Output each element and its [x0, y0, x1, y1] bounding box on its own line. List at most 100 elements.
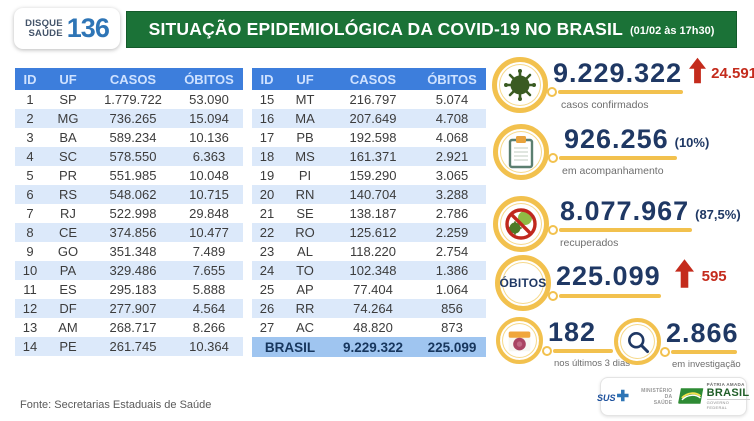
magnifier-icon	[614, 318, 661, 365]
row-uf: CE	[58, 225, 78, 240]
row-casos: 295.183	[109, 282, 157, 297]
monitoring-percent: (10%)	[674, 135, 710, 150]
row-obitos: 2.786	[435, 206, 469, 221]
row-casos: 277.907	[109, 301, 157, 316]
row-obitos: 8.266	[192, 320, 226, 335]
row-id: 6	[26, 187, 34, 202]
row-uf: MS	[295, 149, 315, 164]
increase-arrow-icon	[689, 57, 707, 89]
gold-underline	[547, 87, 754, 97]
row-id: 5	[26, 168, 34, 183]
clipboard-icon	[493, 124, 549, 180]
col-obitos: ÓBITOS	[184, 71, 234, 87]
row-id: 7	[26, 206, 34, 221]
row-uf: RJ	[60, 206, 76, 221]
row-casos: 351.348	[109, 244, 157, 259]
gold-underline	[548, 291, 727, 301]
row-id: 22	[259, 225, 275, 240]
row-id: 1	[26, 92, 34, 107]
sus-logo: SUS ✚	[597, 387, 630, 405]
ministry-line2: SAÚDE	[653, 399, 673, 406]
table-row: 15 MT 216.797 5.074	[252, 90, 486, 109]
row-obitos: 15.094	[189, 111, 229, 126]
logo-number: 136	[66, 13, 110, 43]
row-uf: SE	[296, 206, 314, 221]
brasil-total-row: BRASIL 9.229.322 225.099	[252, 337, 486, 357]
table-row: 1 SP 1.779.722 53.090	[15, 90, 243, 109]
row-casos: 161.371	[349, 149, 397, 164]
row-id: 26	[259, 301, 275, 316]
disque-saude-logo: DISQUE SAÚDE 136	[14, 8, 120, 49]
calendar-icon	[496, 317, 543, 364]
row-casos: 522.998	[109, 206, 157, 221]
col-uf: UF	[59, 71, 77, 87]
row-obitos: 4.564	[192, 301, 226, 316]
row-casos: 329.486	[109, 263, 157, 278]
col-id: ID	[260, 71, 274, 87]
stat-deaths-last-3-days: 182 nos últimos 3 dias	[496, 317, 630, 369]
table-row: 8 CE 374.856 10.477	[15, 223, 243, 242]
increase-arrow-icon	[674, 259, 694, 293]
row-id: 3	[26, 130, 34, 145]
row-uf: SC	[58, 149, 78, 164]
row-id: 17	[259, 130, 275, 145]
table-row: 10 PA 329.486 7.655	[15, 261, 243, 280]
virus-icon	[492, 57, 548, 113]
obitos-badge: ÓBITOS	[495, 255, 551, 311]
sus-cross-icon: ✚	[616, 387, 630, 405]
row-obitos: 4.708	[435, 111, 469, 126]
row-casos: 578.550	[109, 149, 157, 164]
gold-underline	[548, 153, 709, 163]
row-id: 18	[259, 149, 275, 164]
table-row: 4 SC 578.550 6.363	[15, 147, 243, 166]
row-uf: AL	[297, 244, 313, 259]
row-uf: DF	[59, 301, 77, 316]
table-row: 12 DF 277.907 4.564	[15, 299, 243, 318]
ministry-line1: MINISTÉRIO DA	[641, 387, 673, 400]
row-obitos: 29.848	[189, 206, 229, 221]
row-id: 13	[22, 320, 38, 335]
col-casos: CASOS	[349, 71, 397, 87]
deaths-delta: 595	[701, 267, 727, 285]
row-obitos: 1.386	[435, 263, 469, 278]
row-uf: PA	[59, 263, 77, 278]
recovered-percent: (87,5%)	[695, 207, 741, 222]
row-uf: GO	[57, 244, 79, 259]
table-row: 24 TO 102.348 1.386	[252, 261, 486, 280]
row-casos: 192.598	[349, 130, 397, 145]
row-obitos: 4.068	[435, 130, 469, 145]
row-obitos: 2.921	[435, 149, 469, 164]
row-casos: 736.265	[109, 111, 157, 126]
col-id: ID	[23, 71, 37, 87]
row-obitos: 856	[441, 301, 463, 316]
row-uf: AM	[58, 320, 78, 335]
governo-label: GOVERNO FEDERAL	[706, 399, 751, 409]
report-timestamp: (01/02 às 17h30)	[630, 25, 715, 37]
row-obitos: 2.754	[435, 244, 469, 259]
row-uf: RS	[58, 187, 78, 202]
table-row: 2 MG 736.265 15.094	[15, 109, 243, 128]
table-row: 6 RS 548.062 10.715	[15, 185, 243, 204]
stat-recovered: 8.077.967 (87,5%) recuperados	[493, 196, 741, 252]
logo-line2: SAÚDE	[28, 27, 63, 39]
row-uf: BA	[59, 130, 77, 145]
row-casos: 589.234	[109, 130, 157, 145]
row-uf: PE	[59, 339, 77, 354]
row-casos: 118.220	[349, 244, 397, 259]
row-id: 23	[259, 244, 275, 259]
table-row: 21 SE 138.187 2.786	[252, 204, 486, 223]
patria-amada-brasil-logo: PÁTRIA AMADA BRASIL GOVERNO FEDERAL	[678, 382, 751, 410]
row-id: 15	[259, 92, 275, 107]
row-uf: AP	[296, 282, 314, 297]
row-id: 25	[259, 282, 275, 297]
row-obitos: 10.715	[189, 187, 229, 202]
title-banner: SITUAÇÃO EPIDEMIOLÓGICA DA COVID-19 NO B…	[126, 11, 737, 48]
row-id: 4	[26, 149, 34, 164]
monitoring-label: em acompanhamento	[562, 165, 664, 177]
row-obitos: 7.655	[192, 263, 226, 278]
confirmed-cases-value: 9.229.322	[553, 57, 683, 88]
stat-confirmed-cases: 9.229.322 24.591 casos confirmados	[492, 57, 754, 113]
row-uf: SP	[59, 92, 77, 107]
deaths-3days-value: 182	[548, 317, 597, 347]
